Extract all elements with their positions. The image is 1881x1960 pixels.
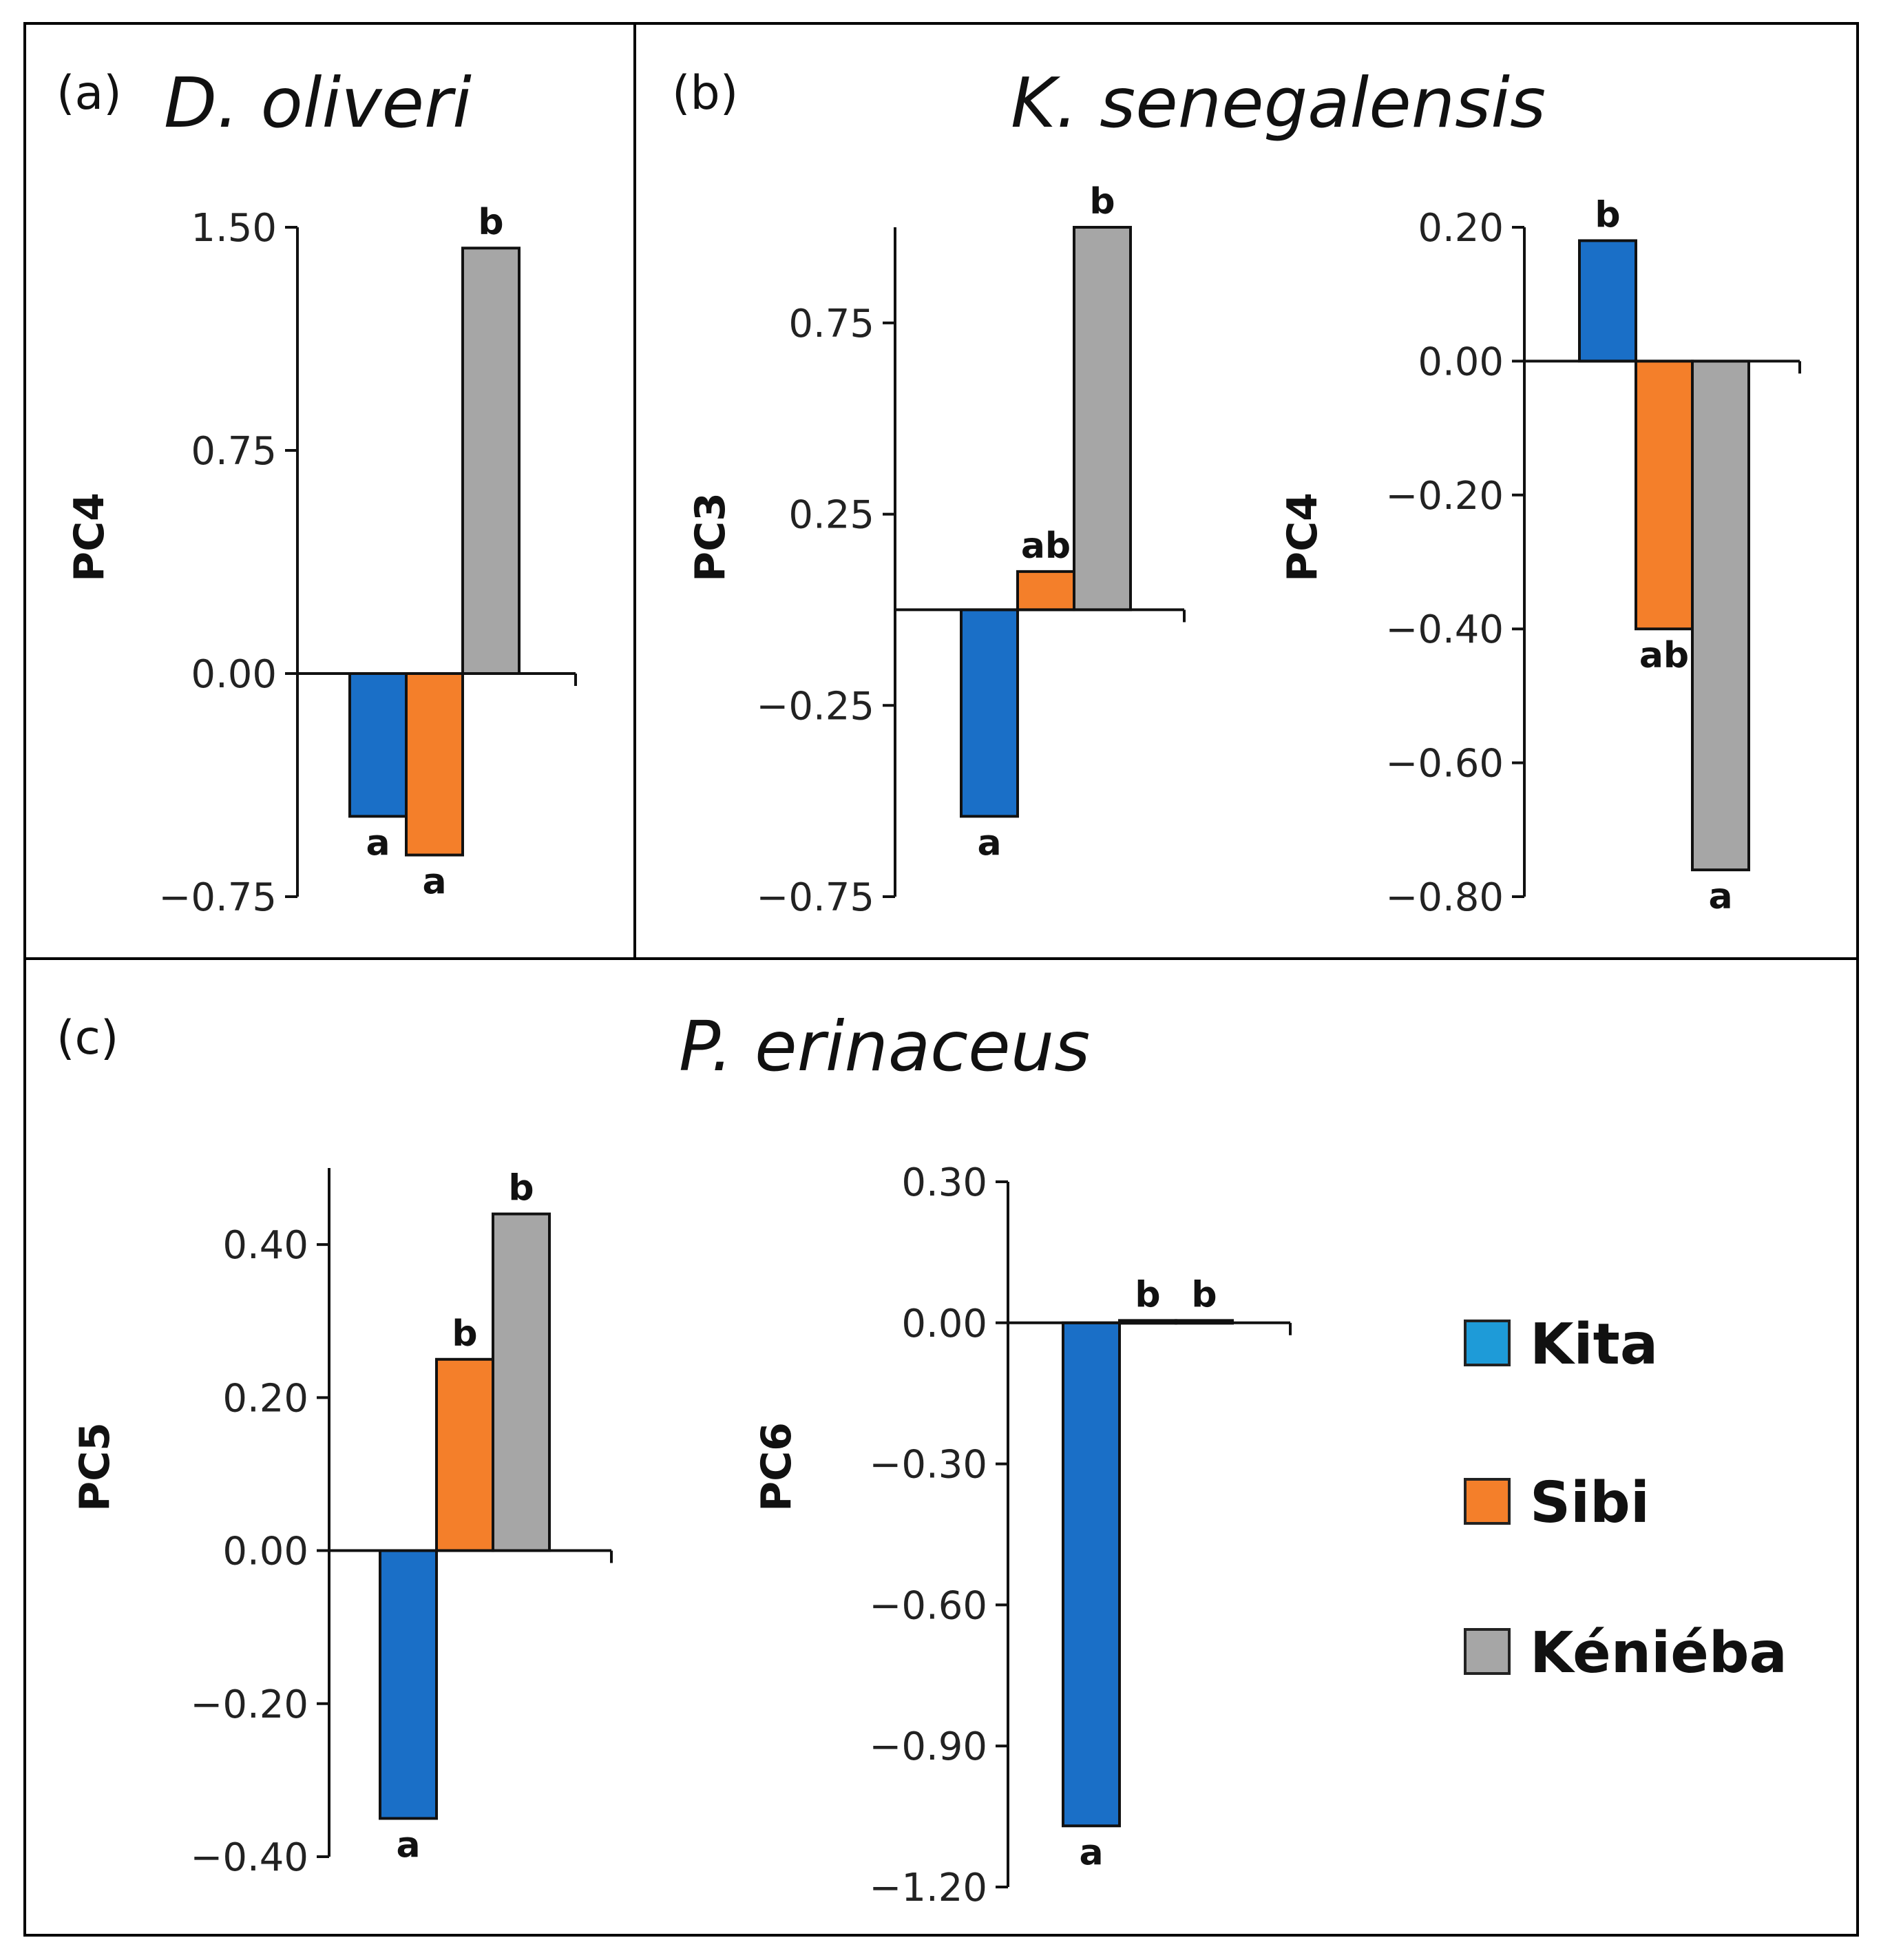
y-tick-label: −0.25 bbox=[756, 684, 874, 729]
chart-c-pc5: 0.40 0.20 0.00 −0.20 −0.40 a b b PC5 bbox=[71, 1168, 613, 1880]
y-tick-label: −0.80 bbox=[1385, 875, 1504, 920]
bar-sibi bbox=[435, 1357, 494, 1552]
y-tick-label: −0.20 bbox=[1385, 474, 1504, 519]
y-tick-label: 0.75 bbox=[788, 302, 874, 346]
bar-kita bbox=[1062, 1321, 1121, 1828]
y-tick-label: −1.20 bbox=[869, 1866, 987, 1910]
chart-c-pc6: 0.30 0.00 −0.30 −0.60 −0.90 −1.20 a b b PC6 bbox=[753, 1160, 1292, 1910]
bar-kita bbox=[1578, 239, 1637, 363]
bar-kita bbox=[960, 608, 1019, 818]
y-axis-label: PC4 bbox=[65, 492, 114, 582]
legend-swatch-kenieba bbox=[1464, 1628, 1511, 1675]
significance-label: a bbox=[396, 1824, 420, 1866]
significance-label: ab bbox=[1021, 525, 1071, 567]
chart-b-pc3: 0.75 0.25 −0.25 −0.75 a ab b PC3 bbox=[686, 181, 1186, 920]
y-tick-label: 0.75 bbox=[191, 429, 277, 474]
significance-label: b bbox=[452, 1313, 477, 1355]
y-tick-label: −0.40 bbox=[1385, 607, 1504, 652]
bar-kita bbox=[348, 672, 408, 818]
panel-a-frame bbox=[23, 22, 636, 960]
bar-kenieba bbox=[461, 247, 521, 675]
y-tick-label: −0.30 bbox=[869, 1443, 987, 1488]
y-tick-label: 1.50 bbox=[191, 206, 277, 251]
bar-kenieba bbox=[1073, 226, 1132, 612]
y-tick-label: 0.20 bbox=[222, 1376, 308, 1421]
y-tick-label: −0.20 bbox=[190, 1682, 308, 1727]
y-tick-label: −0.90 bbox=[869, 1724, 987, 1769]
legend-label-kenieba: Kéniéba bbox=[1530, 1620, 1787, 1686]
legend-label-kita: Kita bbox=[1530, 1312, 1658, 1377]
panel-c-title: P. erinaceus bbox=[679, 1006, 1090, 1087]
panel-c-label: (c) bbox=[56, 1011, 118, 1065]
y-tick-label: 0.00 bbox=[901, 1302, 987, 1346]
significance-label: a bbox=[1708, 876, 1732, 917]
significance-label: b bbox=[478, 202, 503, 243]
y-tick-label: −0.75 bbox=[158, 875, 277, 920]
bar-sibi bbox=[405, 672, 464, 857]
y-axis-label: PC6 bbox=[753, 1422, 801, 1512]
y-tick-label: −0.60 bbox=[869, 1583, 987, 1628]
bar-kenieba bbox=[492, 1212, 551, 1552]
chart-a-pc4: 1.50 0.75 0.00 −0.75 aa b PC4 bbox=[65, 202, 577, 920]
y-tick-label: −0.40 bbox=[190, 1835, 308, 1880]
significance-label: a bbox=[366, 822, 390, 864]
y-tick-label: 0.30 bbox=[901, 1160, 987, 1205]
panel-c-frame bbox=[23, 957, 1859, 1937]
significance-label: a bbox=[1079, 1832, 1103, 1873]
significance-label: a bbox=[422, 862, 446, 903]
significance-label: b bbox=[508, 1168, 534, 1209]
legend-swatch-kita bbox=[1464, 1320, 1511, 1366]
significance-label: a bbox=[977, 822, 1001, 864]
bar-kita bbox=[379, 1549, 438, 1820]
y-tick-label: −0.75 bbox=[756, 875, 874, 920]
panel-a-label: (a) bbox=[56, 66, 122, 121]
significance-label: b bbox=[1135, 1274, 1160, 1315]
significance-label: b bbox=[1595, 194, 1620, 236]
legend: Kita Sibi Kéniéba bbox=[1464, 1312, 1787, 1686]
panel-a-title: D. oliveri bbox=[164, 63, 472, 143]
y-axis-label: PC3 bbox=[686, 492, 735, 582]
significance-label: ab bbox=[1639, 635, 1689, 676]
bar-sibi bbox=[1635, 359, 1694, 631]
legend-label-sibi: Sibi bbox=[1530, 1470, 1650, 1536]
chart-b-pc4: 0.20 0.00 −0.20 −0.40 −0.60 −0.80 b ab a PC4 bbox=[1279, 194, 1801, 920]
y-tick-label: 0.00 bbox=[222, 1530, 308, 1574]
bar-sibi bbox=[1016, 570, 1075, 612]
panel-b-label: (b) bbox=[672, 66, 738, 121]
panel-b-title: K. senegalensis bbox=[1011, 63, 1546, 143]
y-tick-label: 0.00 bbox=[1418, 340, 1504, 384]
significance-label: b bbox=[1089, 181, 1115, 222]
bar-kenieba bbox=[1691, 359, 1750, 872]
y-tick-label: 0.20 bbox=[1418, 206, 1504, 251]
significance-label: b bbox=[1191, 1274, 1217, 1315]
y-tick-label: 0.40 bbox=[222, 1223, 308, 1268]
legend-swatch-sibi bbox=[1464, 1478, 1511, 1525]
y-axis-label: PC5 bbox=[71, 1422, 119, 1512]
y-tick-label: 0.25 bbox=[788, 493, 874, 538]
y-axis-label: PC4 bbox=[1279, 492, 1327, 582]
y-tick-label: −0.60 bbox=[1385, 742, 1504, 786]
y-tick-label: 0.00 bbox=[191, 652, 277, 697]
